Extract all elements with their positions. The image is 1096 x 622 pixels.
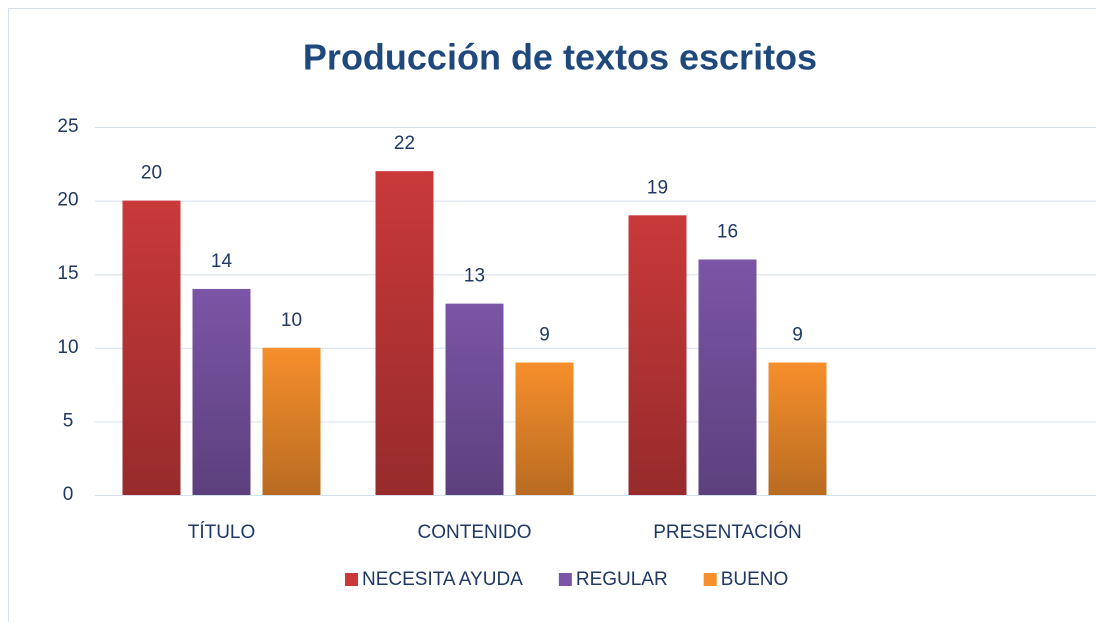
legend-swatch [703, 573, 717, 586]
y-tick-label: 25 [57, 116, 78, 137]
data-label: 14 [211, 251, 233, 272]
data-label: 19 [647, 177, 668, 198]
bar [375, 171, 434, 495]
data-label: 16 [717, 221, 738, 242]
chart-border [8, 8, 1096, 622]
chart-title: Producción de textos escritos [303, 37, 817, 78]
data-label: 22 [394, 133, 415, 154]
legend-label: REGULAR [576, 569, 668, 590]
data-label: 13 [464, 266, 485, 287]
data-label: 9 [539, 325, 550, 346]
x-tick-label: CONTENIDO [418, 522, 532, 543]
data-label: 10 [281, 310, 302, 331]
data-label: 20 [141, 163, 162, 184]
bar [768, 362, 827, 495]
legend-label: NECESITA AYUDA [362, 569, 523, 590]
bar [515, 362, 574, 495]
legend-swatch [558, 573, 572, 586]
bar [192, 288, 251, 495]
legend-label: BUENO [721, 569, 789, 590]
bar [122, 200, 181, 495]
y-tick-label: 0 [63, 484, 74, 505]
y-tick-label: 15 [57, 263, 78, 284]
x-tick-label: PRESENTACIÓN [653, 521, 802, 543]
y-tick-label: 20 [57, 190, 78, 211]
legend-swatch [345, 573, 358, 586]
bar [445, 303, 504, 495]
bar [262, 347, 321, 495]
y-tick-label: 10 [57, 337, 78, 358]
data-label: 9 [792, 325, 803, 346]
bar [698, 259, 757, 495]
x-tick-label: TÍTULO [188, 522, 256, 543]
bar [628, 215, 687, 495]
y-tick-label: 5 [63, 410, 74, 431]
